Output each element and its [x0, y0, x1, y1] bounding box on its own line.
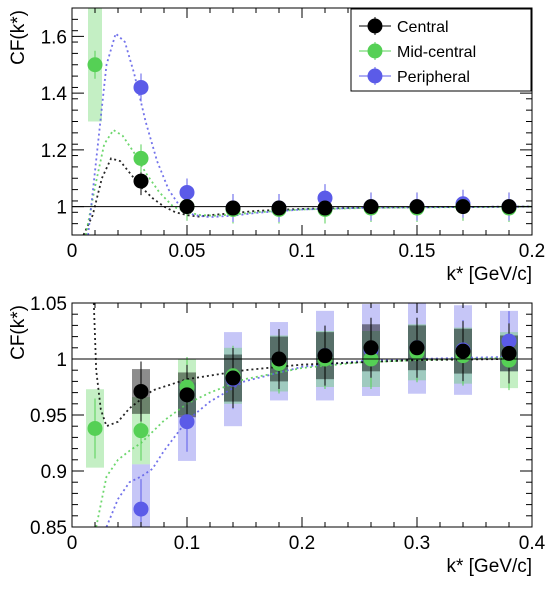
data-point-central	[501, 345, 517, 361]
x-tick-label: 0	[67, 241, 78, 262]
data-point-central	[225, 370, 241, 386]
data-point-peripheral	[133, 501, 149, 517]
data-point-central	[133, 383, 149, 399]
data-point-central	[271, 200, 287, 216]
fit-curve-central	[82, 157, 532, 235]
legend: Central Mid-central Peripheral	[350, 8, 532, 92]
legend-label: Central	[397, 19, 449, 36]
y-axis-title: CF(k*)	[8, 10, 29, 65]
plot-area	[86, 303, 518, 527]
x-tick-label: 0.4	[519, 533, 546, 554]
data-point-central	[179, 387, 195, 403]
x-tick-label: 0.1	[289, 241, 315, 262]
data-point-central	[317, 200, 333, 216]
data-point-peripheral	[133, 79, 149, 95]
data-point-central	[363, 340, 379, 356]
fit-curve-peripheral	[105, 355, 510, 527]
data-point-central	[455, 343, 471, 359]
data-point-mid-central	[87, 57, 103, 73]
legend-marker	[367, 18, 383, 34]
x-tick-label: 0.1	[174, 533, 200, 554]
x-axis-title: k* [GeV/c]	[446, 556, 532, 577]
fit-curve-central	[92, 303, 510, 428]
data-point-peripheral	[179, 184, 195, 200]
x-tick-label: 0.05	[169, 241, 206, 262]
y-tick-label: 1	[56, 350, 67, 371]
fit-curve-mid-central	[95, 357, 510, 527]
data-point-mid-central	[87, 420, 103, 436]
data-point-central	[225, 200, 241, 216]
chart-panel-1: 0 0.05 0.1 0.15 0.2 1 1.2 1.4 1.6 k* [GeV/c] CF(k*…	[8, 7, 545, 285]
data-point-mid-central	[133, 150, 149, 166]
legend-label: Mid-central	[397, 44, 476, 61]
y-axis-title: CF(k*)	[8, 305, 29, 360]
x-tick-label: 0.15	[399, 241, 436, 262]
x-tick-label: 0	[67, 533, 78, 554]
data-point-central	[133, 173, 149, 189]
y-tick-label: 1.2	[41, 141, 67, 162]
fit-curve-peripheral	[87, 31, 532, 235]
x-tick-label: 0.3	[404, 533, 430, 554]
y-tick-label: 1	[56, 198, 67, 219]
legend-marker	[367, 43, 383, 59]
y-tick-label: 1.05	[30, 294, 67, 315]
data-point-peripheral	[179, 414, 195, 430]
fit-curve-mid-central	[84, 128, 532, 235]
data-point-central	[409, 340, 425, 356]
y-tick-label: 1.6	[41, 27, 67, 48]
x-tick-label: 0.2	[289, 533, 315, 554]
x-tick-label: 0.2	[519, 241, 545, 262]
chart-panel-2: 0 0.1 0.2 0.3 0.4 0.85 0.9 0.95 1 1.05 k* [GeV/c] C…	[8, 294, 546, 577]
data-point-central	[317, 348, 333, 364]
y-tick-label: 0.9	[41, 462, 67, 483]
y-tick-label: 0.85	[30, 518, 67, 539]
x-axis-title: k* [GeV/c]	[446, 264, 532, 285]
y-tick-label: 1.4	[41, 84, 68, 105]
legend-label: Peripheral	[397, 69, 470, 86]
data-point-mid-central	[133, 423, 149, 439]
y-tick-label: 0.95	[30, 406, 67, 427]
legend-marker	[367, 68, 383, 84]
data-point-peripheral	[501, 333, 517, 349]
